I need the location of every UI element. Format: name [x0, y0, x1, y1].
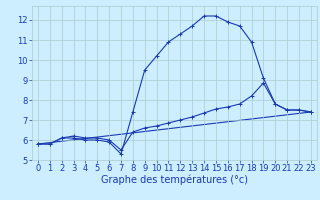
X-axis label: Graphe des températures (°c): Graphe des températures (°c) — [101, 175, 248, 185]
